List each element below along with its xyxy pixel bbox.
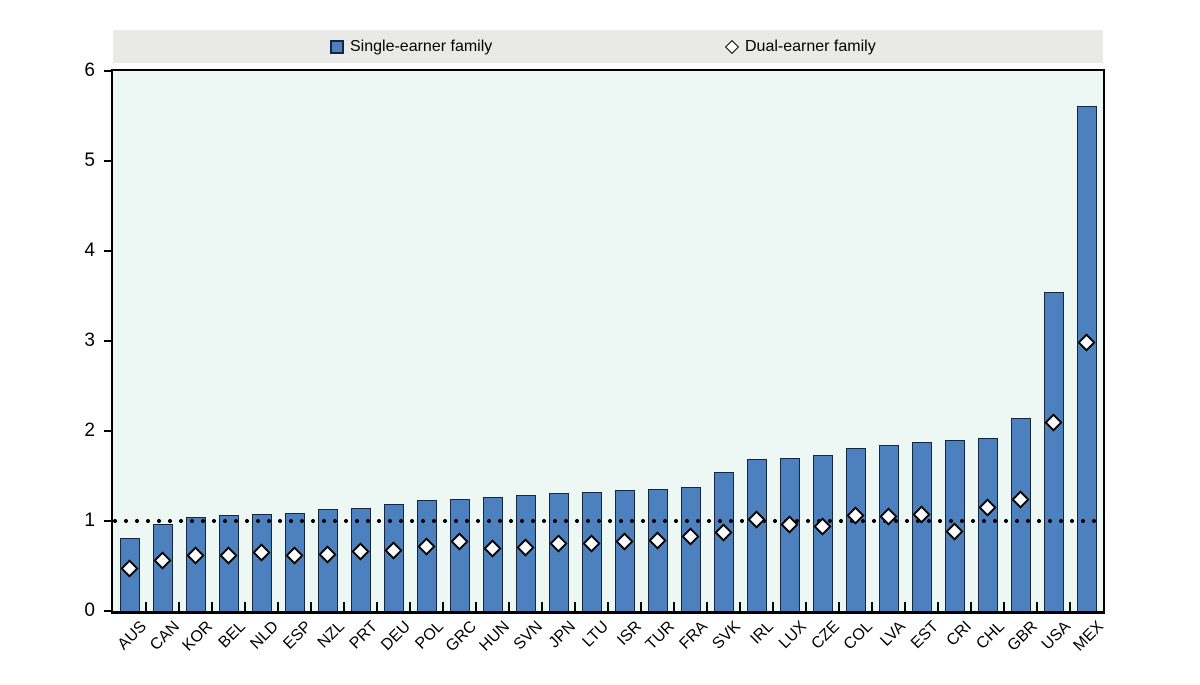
- bar: [680, 486, 701, 611]
- legend-label: Dual-earner family: [745, 38, 876, 55]
- category-boundary-tick: [805, 602, 807, 611]
- y-tick-label: 1: [84, 510, 95, 531]
- category-boundary-tick: [343, 602, 345, 611]
- bar: [1043, 291, 1064, 611]
- bar: [416, 500, 437, 611]
- single-earner-square-icon: [330, 39, 344, 54]
- category-boundary-tick: [1003, 602, 1005, 611]
- category-boundary-tick: [640, 602, 642, 611]
- bar: [911, 441, 932, 611]
- bar: [977, 438, 998, 611]
- category-boundary-tick: [904, 602, 906, 611]
- reference-line: [113, 519, 1103, 523]
- bar: [1010, 417, 1031, 611]
- category-boundary-tick: [244, 602, 246, 611]
- category-boundary-tick: [409, 602, 411, 611]
- category-boundary-tick: [211, 602, 213, 611]
- y-axis-tick: [104, 610, 112, 612]
- bar: [251, 513, 272, 611]
- y-axis-tick: [104, 520, 112, 522]
- y-tick-label: 4: [84, 240, 95, 261]
- bar: [1076, 106, 1097, 611]
- category-boundary-tick: [145, 602, 147, 611]
- y-tick-label: 6: [84, 60, 95, 81]
- bar: [878, 444, 899, 611]
- bar: [845, 448, 866, 611]
- legend-item-single-earner: Single-earner family: [330, 30, 492, 63]
- y-tick-label: 2: [84, 420, 95, 441]
- category-boundary-tick: [871, 602, 873, 611]
- category-boundary-tick: [508, 602, 510, 611]
- category-boundary-tick: [772, 602, 774, 611]
- bar: [779, 458, 800, 611]
- category-boundary-tick: [607, 602, 609, 611]
- category-boundary-tick: [541, 602, 543, 611]
- bar: [647, 488, 668, 611]
- bar: [614, 490, 635, 611]
- bar: [746, 458, 767, 611]
- category-boundary-tick: [937, 602, 939, 611]
- bar: [449, 498, 470, 611]
- y-axis-tick: [104, 160, 112, 162]
- y-tick-label: 3: [84, 330, 95, 351]
- category-boundary-tick: [442, 602, 444, 611]
- category-boundary-tick: [1036, 602, 1038, 611]
- category-boundary-tick: [739, 602, 741, 611]
- category-boundary-tick: [376, 602, 378, 611]
- dual-earner-diamond-icon: [724, 39, 740, 54]
- legend-item-dual-earner: Dual-earner family: [724, 30, 876, 63]
- y-axis-tick: [104, 340, 112, 342]
- category-boundary-tick: [475, 602, 477, 611]
- y-tick-label: 0: [84, 600, 95, 621]
- category-boundary-tick: [706, 602, 708, 611]
- category-boundary-tick: [1069, 602, 1071, 611]
- category-boundary-tick: [838, 602, 840, 611]
- category-boundary-tick: [673, 602, 675, 611]
- category-boundary-tick: [574, 602, 576, 611]
- y-axis-tick: [104, 250, 112, 252]
- legend: Single-earner family Dual-earner family: [113, 30, 1103, 63]
- category-boundary-tick: [178, 602, 180, 611]
- category-boundary-tick: [277, 602, 279, 611]
- category-boundary-tick: [310, 602, 312, 611]
- y-axis-tick: [104, 430, 112, 432]
- y-tick-label: 5: [84, 150, 95, 171]
- y-axis-tick: [104, 70, 112, 72]
- category-boundary-tick: [970, 602, 972, 611]
- plot-area: [111, 69, 1105, 614]
- legend-label: Single-earner family: [350, 38, 493, 55]
